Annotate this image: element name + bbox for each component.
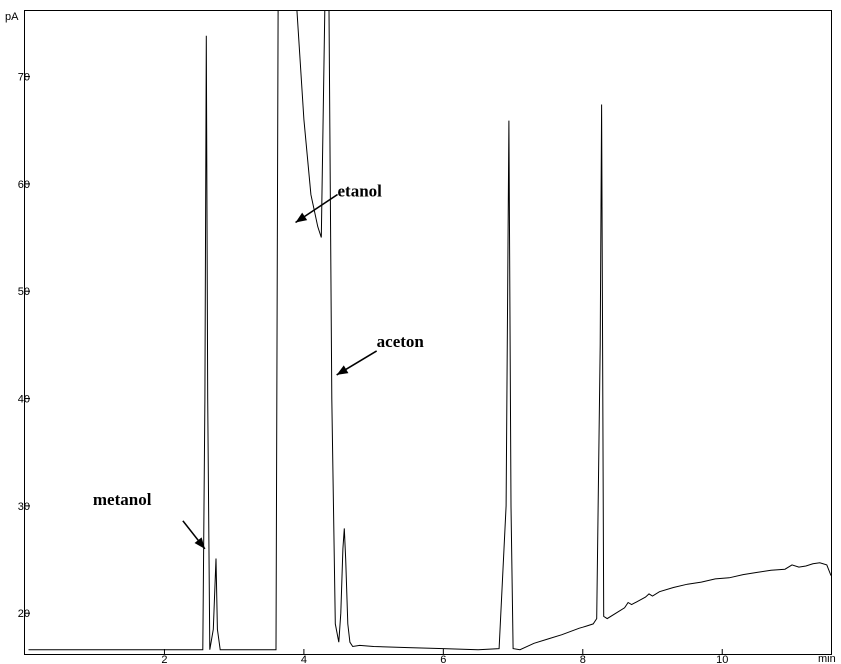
annotation-arrowhead (194, 537, 205, 549)
y-unit-label: pA (5, 11, 19, 23)
peak-label: etanol (338, 182, 383, 201)
chromatogram-trace (28, 10, 831, 651)
annotations: metanol etanol aceton (93, 182, 425, 550)
x-tick-label: 10 (716, 654, 728, 664)
y-tick-label: 30 (18, 501, 30, 513)
y-tick-label: 40 (18, 394, 30, 406)
plot-frame (24, 10, 832, 655)
y-axis: 20 30 40 50 60 70 (18, 72, 30, 620)
y-tick-label: 50 (18, 286, 30, 298)
y-tick-label: 20 (18, 608, 30, 620)
x-tick-label: 4 (301, 654, 307, 664)
x-tick-label: 6 (440, 654, 446, 664)
y-tick-label: 60 (18, 179, 30, 191)
y-tick-label: 70 (18, 72, 30, 84)
series-layer (28, 10, 831, 651)
annotation-arrowhead (295, 212, 308, 223)
peak-label: metanol (93, 490, 152, 509)
peak-label: aceton (377, 332, 425, 351)
x-tick-label: 8 (580, 654, 586, 664)
x-tick-label: 2 (161, 654, 167, 664)
x-unit-label: min (818, 653, 836, 664)
annotation-arrowhead (336, 365, 349, 375)
x-axis: 2 4 6 8 10 (161, 649, 728, 664)
